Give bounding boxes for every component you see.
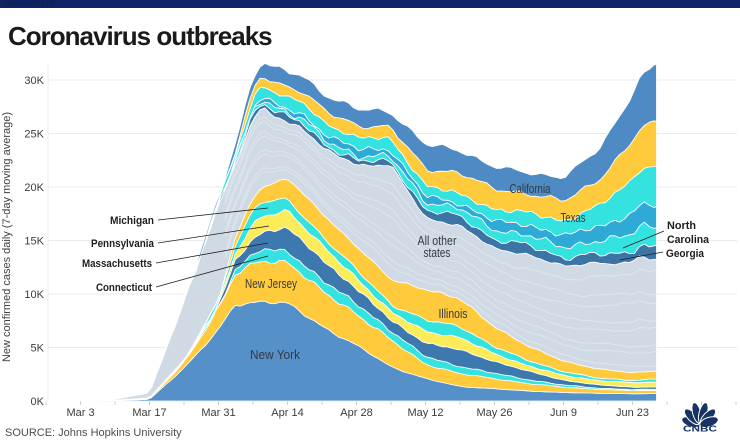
- svg-text:Illinois: Illinois: [439, 307, 468, 321]
- svg-text:10K: 10K: [24, 289, 44, 301]
- svg-text:Carolina: Carolina: [667, 234, 710, 246]
- svg-text:30K: 30K: [24, 75, 44, 87]
- svg-text:Michigan: Michigan: [110, 215, 154, 227]
- svg-text:North: North: [667, 220, 696, 232]
- svg-text:California: California: [510, 182, 551, 196]
- svg-text:New Jersey: New Jersey: [245, 277, 298, 291]
- svg-text:15K: 15K: [24, 236, 44, 248]
- svg-text:All other: All other: [418, 234, 457, 248]
- svg-text:states: states: [424, 246, 451, 260]
- svg-text:Texas: Texas: [561, 211, 586, 225]
- svg-text:Connecticut: Connecticut: [96, 282, 152, 294]
- svg-text:CNBC: CNBC: [683, 425, 717, 434]
- svg-text:Apr 28: Apr 28: [340, 407, 372, 419]
- svg-text:Mar 17: Mar 17: [132, 407, 166, 419]
- svg-text:Georgia: Georgia: [666, 248, 705, 260]
- svg-text:20K: 20K: [24, 182, 44, 194]
- svg-text:New York: New York: [250, 348, 301, 362]
- svg-text:Jun 23: Jun 23: [616, 407, 649, 419]
- svg-text:Mar 3: Mar 3: [66, 407, 94, 419]
- svg-text:Jun 9: Jun 9: [550, 407, 577, 419]
- svg-text:Massachusetts: Massachusetts: [82, 258, 152, 270]
- svg-text:Pennsylvania: Pennsylvania: [91, 238, 155, 250]
- svg-text:0K: 0K: [31, 396, 45, 408]
- svg-text:25K: 25K: [24, 129, 44, 141]
- svg-text:Mar 31: Mar 31: [201, 407, 235, 419]
- svg-text:Apr 14: Apr 14: [271, 407, 303, 419]
- svg-text:May 12: May 12: [407, 407, 443, 419]
- svg-text:5K: 5K: [31, 343, 45, 355]
- svg-text:May 26: May 26: [476, 407, 512, 419]
